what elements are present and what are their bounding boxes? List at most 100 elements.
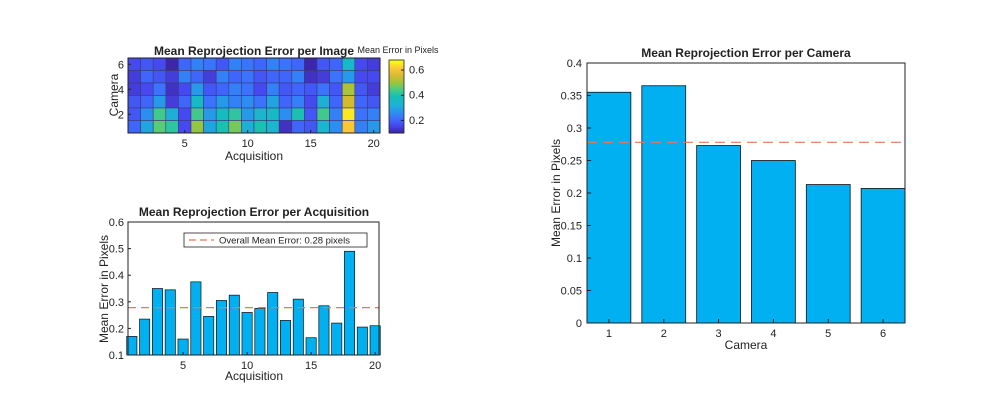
acquisition-bar — [356, 326, 368, 356]
acquisition-ylabel: Mean Error in Pixels — [97, 235, 111, 343]
heatmap-cell — [178, 107, 192, 121]
colorbar-segment — [389, 120, 404, 123]
acquisition-bar — [267, 292, 279, 356]
heatmap-cell — [178, 70, 192, 84]
camera-xtick-label: 3 — [716, 328, 722, 340]
camera-title: Mean Reprojection Error per Camera — [641, 46, 851, 60]
heatmap-cell — [241, 57, 255, 71]
colorbar-segment — [389, 87, 404, 90]
heatmap-cell — [215, 95, 230, 109]
colorbar-tick-label: 0.4 — [409, 90, 424, 102]
heatmap-cell — [354, 107, 368, 121]
heatmap-cell — [190, 95, 204, 109]
acquisition-bar — [164, 289, 176, 356]
camera-ytick-label: 0.3 — [567, 123, 582, 135]
camera-ytick-label: 0.4 — [567, 58, 582, 70]
heatmap-cell — [140, 95, 154, 109]
heatmap-panel: Mean Reprojection Error per Image 5 10 15 2… — [107, 44, 439, 163]
heatmap-cell — [253, 82, 267, 96]
colorbar-segment — [389, 85, 404, 88]
acquisition-bar — [344, 250, 356, 356]
heatmap-cell — [367, 107, 381, 121]
heatmap-cell — [367, 57, 381, 71]
heatmap-cell — [253, 95, 267, 109]
heatmap-cell — [203, 120, 217, 134]
acquisition-xtick-label: 15 — [305, 360, 317, 372]
heatmap-cell — [341, 70, 356, 84]
acquisition-xtick-label: 10 — [241, 360, 253, 372]
camera-bars — [586, 85, 906, 324]
heatmap-cell — [291, 107, 305, 121]
acquisition-ytick-label: 0.5 — [109, 244, 124, 256]
acquisition-ytick-label: 0.3 — [109, 297, 124, 309]
heatmap-cell — [329, 82, 343, 96]
heatmap-cell — [367, 95, 381, 109]
colorbar-segment — [389, 67, 404, 70]
colorbar-segment — [389, 96, 404, 99]
heatmap-cell — [241, 95, 255, 109]
camera-ytick-label: 0.35 — [561, 91, 582, 103]
acquisition-bar — [139, 318, 151, 356]
heatmap-cell — [228, 57, 242, 71]
acquisition-ticks: 5 10 15 20 0.1 0.2 0.3 0.4 0.5 0.6 — [109, 217, 382, 372]
colorbar-segment — [389, 94, 404, 97]
heatmap-cell — [215, 107, 230, 121]
heatmap-cell — [253, 57, 267, 71]
heatmap-cell — [203, 70, 217, 84]
heatmap-cell — [341, 57, 356, 71]
heatmap-cell — [140, 120, 154, 134]
heatmap-cell — [316, 107, 330, 121]
heatmap-cell — [152, 95, 167, 109]
acquisition-bar — [216, 300, 227, 356]
heatmap-cell — [291, 95, 305, 109]
acquisition-xtick-label: 20 — [369, 360, 381, 372]
heatmap-cell — [266, 120, 280, 134]
camera-ytick-label: 0.25 — [561, 156, 582, 168]
heatmap-cell — [178, 57, 192, 71]
heatmap-cell — [178, 82, 192, 96]
acquisition-panel: Mean Reprojection Error per Acquisition … — [97, 205, 381, 383]
camera-ytick-label: 0.1 — [567, 253, 582, 265]
heatmap-cell — [341, 82, 356, 96]
heatmap-cell — [354, 120, 368, 134]
colorbar-segment — [389, 109, 404, 112]
heatmap-cell — [253, 107, 267, 121]
heatmap-cell — [316, 95, 330, 109]
acquisition-ytick-label: 0.6 — [109, 217, 124, 229]
acquisition-legend: Overall Mean Error: 0.28 pixels — [183, 232, 368, 248]
colorbar-segment — [389, 61, 404, 65]
heatmap-cell — [367, 82, 381, 96]
heatmap-cell — [203, 82, 217, 96]
heatmap-cell — [152, 70, 167, 84]
colorbar-segment — [389, 65, 404, 68]
acquisition-bar — [203, 316, 215, 356]
heatmap-cell — [316, 70, 330, 84]
heatmap-cell — [329, 57, 343, 71]
camera-axes-box — [586, 62, 906, 324]
camera-xtick-label: 6 — [880, 328, 886, 340]
camera-bar — [696, 145, 741, 324]
heatmap-cell — [241, 82, 255, 96]
colorbar-segment — [389, 129, 404, 132]
heatmap-cell — [228, 82, 242, 96]
camera-bar — [586, 91, 632, 324]
heatmap-cell — [215, 57, 230, 71]
camera-xtick-label: 4 — [770, 328, 776, 340]
colorbar-segment — [389, 69, 404, 72]
acquisition-xtick-label: 5 — [180, 360, 186, 372]
heatmap-cell — [127, 120, 141, 134]
acquisition-ytick-label: 0.1 — [109, 350, 124, 362]
heatmap-cell — [316, 57, 330, 71]
colorbar-segment — [389, 89, 404, 92]
heatmap-cell — [190, 82, 204, 96]
camera-xtick-label: 1 — [606, 328, 612, 340]
colorbar-segment — [389, 111, 404, 114]
heatmap-cell — [304, 57, 318, 71]
heatmap-xtick-label: 5 — [182, 138, 188, 150]
heatmap-cell — [165, 70, 179, 84]
heatmap-cell — [253, 120, 267, 134]
heatmap-cell — [278, 107, 293, 121]
heatmap-cell — [140, 70, 154, 84]
colorbar-segment — [389, 81, 404, 85]
